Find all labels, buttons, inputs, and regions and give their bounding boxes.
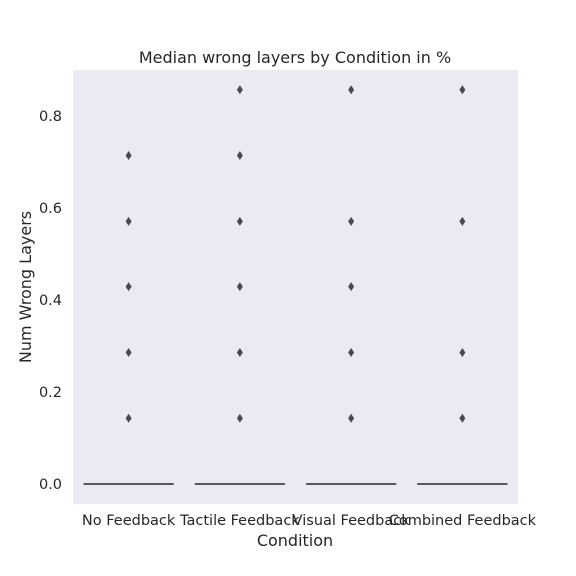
- outlier-point: [348, 413, 355, 423]
- outlier-point: [348, 347, 355, 357]
- plot-area: [73, 70, 518, 504]
- box-group: [417, 85, 508, 485]
- outlier-point: [125, 347, 132, 357]
- outlier-point: [348, 216, 355, 226]
- outlier-point: [459, 85, 466, 95]
- outlier-point: [125, 413, 132, 423]
- outlier-point: [348, 282, 355, 292]
- x-axis-label: Condition: [257, 531, 333, 550]
- y-tick-label: 0.4: [39, 293, 62, 309]
- outlier-point: [459, 216, 466, 226]
- x-tick-label: Visual Feedback: [293, 513, 411, 529]
- outlier-point: [125, 216, 132, 226]
- outlier-point: [236, 413, 243, 423]
- x-tick-label: Combined Feedback: [389, 513, 537, 529]
- outlier-point: [236, 216, 243, 226]
- y-tick-label: 0.6: [39, 201, 62, 217]
- y-axis-label: Num Wrong Layers: [16, 211, 35, 363]
- x-tick-label: No Feedback: [82, 513, 176, 529]
- outlier-point: [236, 282, 243, 292]
- y-tick-label: 0.8: [39, 109, 62, 125]
- outlier-point: [236, 151, 243, 161]
- y-tick-label: 0.2: [39, 385, 62, 401]
- y-tick-label: 0.0: [39, 477, 62, 493]
- outlier-point: [125, 282, 132, 292]
- box-group: [305, 85, 397, 485]
- chart-marks: [83, 85, 508, 485]
- outlier-point: [459, 413, 466, 423]
- outlier-point: [348, 85, 355, 95]
- box-group: [83, 151, 174, 485]
- x-tick-label: Tactile Feedback: [179, 513, 300, 529]
- chart-title: Median wrong layers by Condition in %: [139, 48, 451, 67]
- outlier-point: [236, 85, 243, 95]
- box-group: [194, 85, 286, 485]
- outlier-point: [459, 347, 466, 357]
- outlier-point: [236, 347, 243, 357]
- y-axis-ticks: 0.0 0.2 0.4 0.6 0.8: [39, 109, 62, 493]
- outlier-point: [125, 151, 132, 161]
